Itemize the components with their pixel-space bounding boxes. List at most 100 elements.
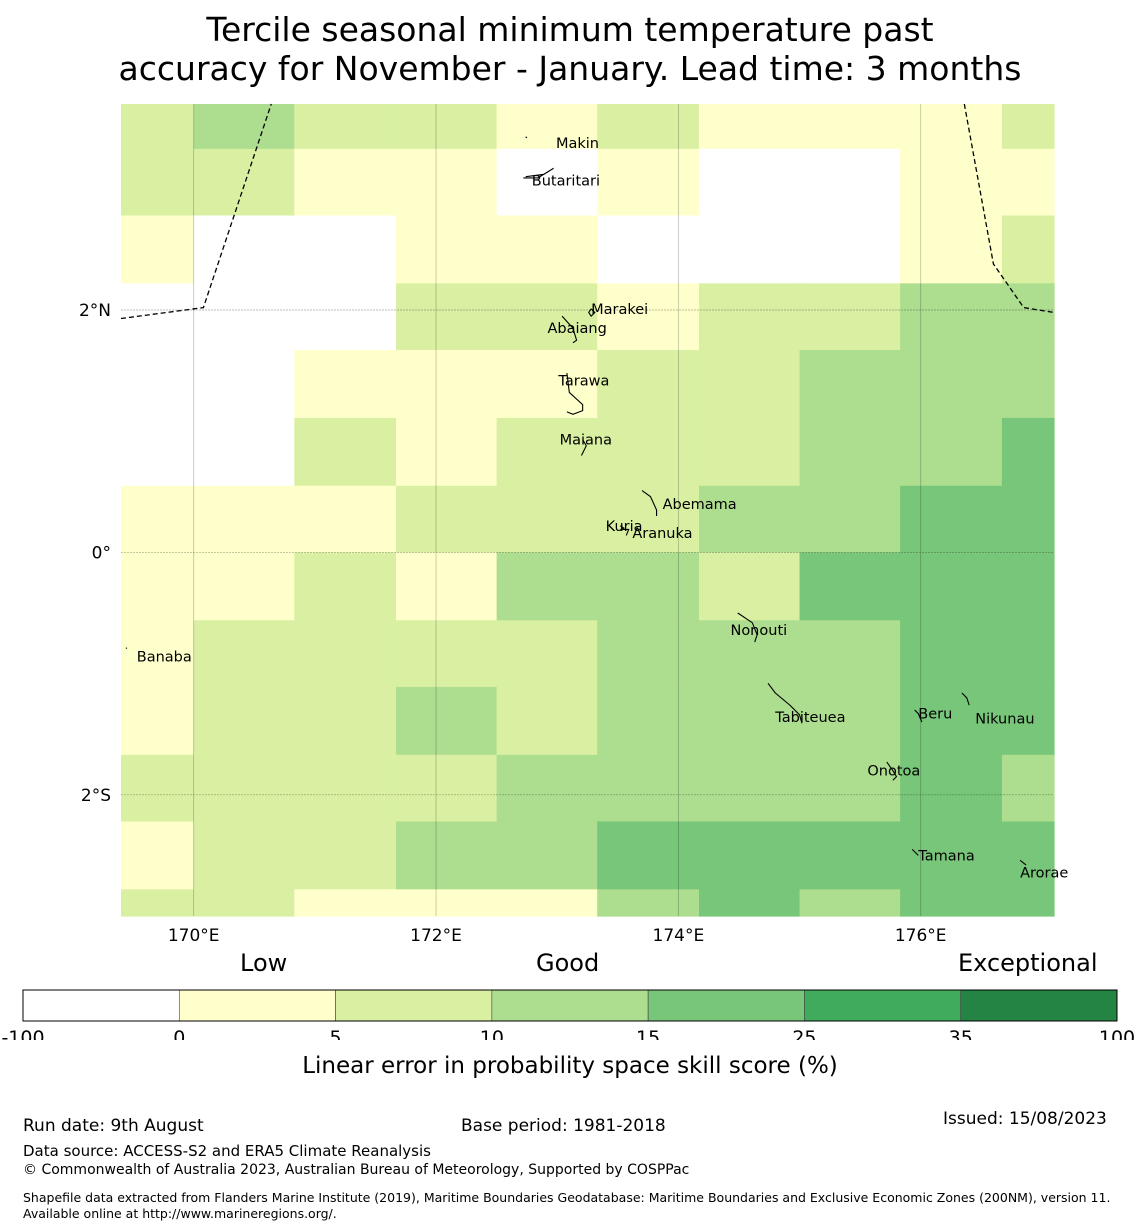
skill-cell bbox=[597, 417, 700, 487]
skill-cell bbox=[698, 821, 801, 890]
skill-cell bbox=[294, 620, 397, 688]
colorbar-tick-label: 5 bbox=[330, 1027, 342, 1040]
skill-cell bbox=[698, 417, 801, 487]
skill-cell bbox=[597, 754, 700, 823]
skill-cell bbox=[496, 754, 598, 823]
skill-cell bbox=[294, 283, 397, 351]
island-label: Kuria bbox=[606, 519, 643, 535]
colorbar-bin bbox=[178, 989, 336, 1022]
skill-cell bbox=[1001, 485, 1055, 554]
coastline-kuria bbox=[619, 525, 625, 532]
coastline-abaiang bbox=[561, 315, 578, 344]
skill-cell bbox=[294, 104, 397, 150]
skill-cell bbox=[1001, 821, 1055, 890]
colorbar-bin bbox=[960, 989, 1118, 1022]
skill-cell bbox=[121, 104, 195, 150]
island-label: Abemama bbox=[663, 497, 737, 513]
skill-cell bbox=[496, 686, 598, 756]
map-title: Tercile seasonal minimum temperature pas… bbox=[0, 10, 1140, 88]
y-tick-label: 2°N bbox=[79, 301, 111, 321]
skill-cell bbox=[799, 148, 901, 217]
skill-cell bbox=[496, 552, 598, 621]
skill-cell bbox=[698, 620, 801, 688]
skill-cell bbox=[799, 215, 901, 284]
skill-cell bbox=[597, 215, 700, 284]
colorbar-bin bbox=[804, 989, 962, 1022]
skill-cell bbox=[496, 215, 598, 284]
colorbar: -100 0 5 10 15 25 35 100 bbox=[1, 989, 1135, 1040]
skill-cell bbox=[1001, 417, 1055, 487]
skill-cell bbox=[496, 283, 598, 351]
coastline-abemama bbox=[641, 490, 658, 517]
skill-cell bbox=[193, 821, 295, 890]
eez-line bbox=[120, 103, 272, 320]
colorbar-bin bbox=[335, 989, 493, 1022]
skill-cell bbox=[193, 417, 295, 487]
axis-ticks: 170°E 172°E 174°E 176°E 2°N 0° 2°S bbox=[79, 301, 947, 946]
skill-cell bbox=[121, 889, 195, 917]
island-label: Maiana bbox=[560, 433, 612, 449]
coastline-makin bbox=[525, 136, 528, 139]
skill-cell bbox=[294, 485, 397, 554]
island-label: Tamana bbox=[917, 848, 974, 864]
data-source: Data source: ACCESS-S2 and ERA5 Climate … bbox=[23, 1142, 431, 1160]
eez-line bbox=[963, 103, 1055, 314]
island-label: Makin bbox=[556, 136, 599, 152]
skill-cell bbox=[698, 686, 801, 756]
skill-cell bbox=[900, 485, 1003, 554]
skill-cell bbox=[1001, 552, 1055, 621]
skill-cell bbox=[294, 889, 397, 917]
island-label: Abaiang bbox=[548, 321, 607, 337]
island-label: Nonouti bbox=[730, 623, 787, 639]
skill-cell bbox=[597, 821, 700, 890]
skill-cell bbox=[121, 686, 195, 756]
skill-cell bbox=[294, 148, 397, 217]
skill-cell bbox=[900, 350, 1003, 419]
skill-cell bbox=[698, 148, 801, 217]
skill-cell bbox=[193, 148, 295, 217]
run-date: Run date: 9th August bbox=[23, 1116, 204, 1136]
coastline-tarawa bbox=[566, 372, 584, 415]
colorbar-tick-label: 35 bbox=[949, 1027, 973, 1040]
skill-cell bbox=[121, 215, 195, 284]
skill-cell bbox=[496, 350, 598, 419]
colorbar-label: Linear error in probability space skill … bbox=[302, 1053, 838, 1079]
skill-cell bbox=[294, 754, 397, 823]
colorbar-bin bbox=[22, 989, 180, 1022]
skill-cell bbox=[799, 485, 901, 554]
skill-cell bbox=[121, 350, 195, 419]
skill-cell bbox=[1001, 686, 1055, 756]
colorbar-tick-label: 100 bbox=[1099, 1027, 1135, 1040]
skill-cell bbox=[698, 485, 801, 554]
skill-cell bbox=[799, 104, 901, 150]
skill-cell bbox=[396, 417, 498, 487]
base-period: Base period: 1981-2018 bbox=[461, 1116, 666, 1136]
skill-cell bbox=[193, 552, 295, 621]
skill-grid bbox=[121, 104, 1055, 917]
skill-cell bbox=[396, 754, 498, 823]
coastline-aranuka bbox=[622, 528, 630, 536]
issued-date: Issued: 15/08/2023 bbox=[943, 1109, 1107, 1129]
skill-cell bbox=[294, 552, 397, 621]
skill-cell bbox=[396, 148, 498, 217]
skill-cell bbox=[294, 215, 397, 284]
skill-cell bbox=[799, 552, 901, 621]
skill-cell bbox=[597, 552, 700, 621]
skill-cell bbox=[900, 215, 1003, 284]
skill-cell bbox=[496, 889, 598, 917]
island-label: Tarawa bbox=[557, 373, 609, 389]
skill-cell bbox=[799, 889, 901, 917]
island-label: Tabiteuea bbox=[774, 710, 845, 726]
island-labels: Makin Butaritari Marakei Abaiang Tarawa Maian… bbox=[137, 136, 1069, 882]
skill-cell bbox=[121, 148, 195, 217]
skill-cell bbox=[396, 686, 498, 756]
skill-cell bbox=[900, 821, 1003, 890]
skill-cell bbox=[900, 620, 1003, 688]
skill-cell bbox=[396, 485, 498, 554]
skill-cell bbox=[193, 104, 295, 150]
category-good: Good bbox=[536, 949, 600, 977]
skill-cell bbox=[1001, 283, 1055, 351]
skill-cell bbox=[193, 620, 295, 688]
skill-cell bbox=[799, 754, 901, 823]
coastline-butaritari bbox=[523, 167, 554, 179]
